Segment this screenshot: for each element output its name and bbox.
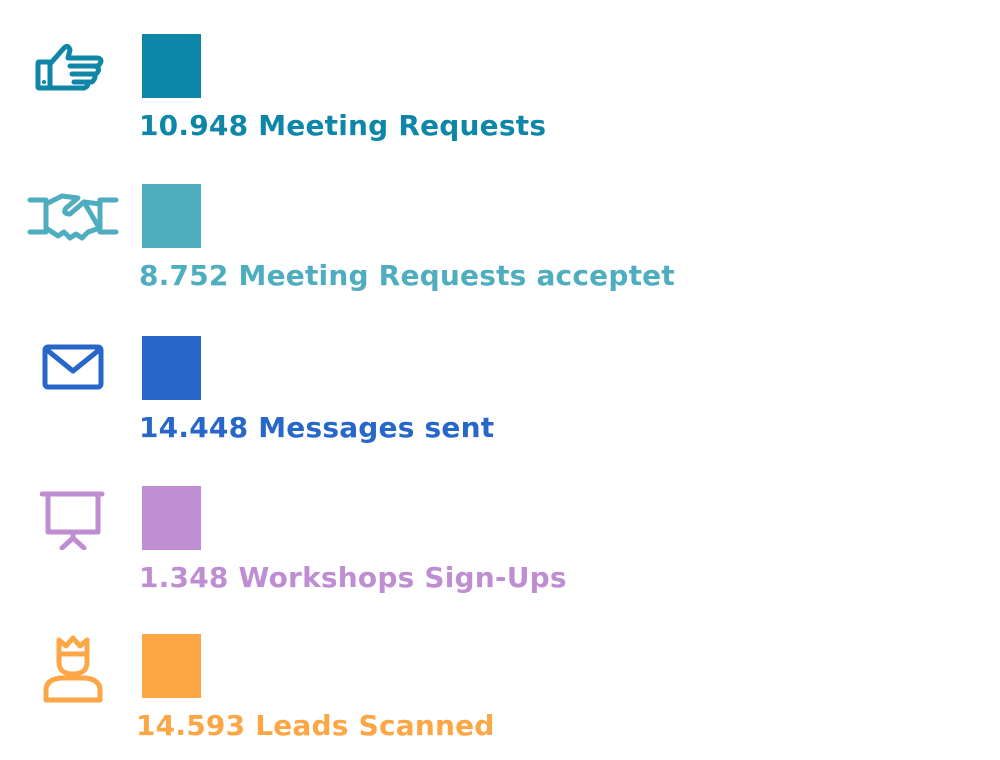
- stat-leads-scanned: 14.593 Leads Scanned: [0, 600, 1000, 750]
- stat-value: 14.593: [136, 709, 246, 742]
- color-swatch: [142, 336, 201, 400]
- handshake-icon: [27, 193, 119, 241]
- stat-workshop-signups: 1.348 Workshops Sign-Ups: [0, 452, 1000, 602]
- presentation-board-icon: [40, 491, 105, 550]
- stat-caption: Meeting Requests: [258, 109, 547, 142]
- pointing-hand-icon: [35, 43, 104, 91]
- stat-label: 14.448 Messages sent: [139, 408, 494, 448]
- stat-caption: Leads Scanned: [255, 709, 495, 742]
- stat-label: 14.593 Leads Scanned: [136, 706, 495, 746]
- stat-label: 1.348 Workshops Sign-Ups: [139, 558, 567, 598]
- stat-value: 10.948: [139, 109, 249, 142]
- envelope-icon: [42, 344, 104, 390]
- stat-value: 14.448: [139, 411, 249, 444]
- stat-caption: Messages sent: [258, 411, 495, 444]
- stat-label: 10.948 Meeting Requests: [139, 106, 546, 146]
- stat-value: 1.348: [139, 561, 229, 594]
- stat-meeting-requests-accepted: 8.752 Meeting Requests acceptet: [0, 150, 1000, 300]
- stat-label: 8.752 Meeting Requests acceptet: [139, 256, 675, 296]
- color-swatch: [142, 34, 201, 98]
- stat-value: 8.752: [139, 259, 229, 292]
- stat-meeting-requests: 10.948 Meeting Requests: [0, 0, 1000, 150]
- color-swatch: [142, 486, 201, 550]
- color-swatch: [142, 184, 201, 248]
- stat-messages-sent: 14.448 Messages sent: [0, 302, 1000, 452]
- person-crown-icon: [43, 635, 103, 703]
- stat-caption: Meeting Requests acceptet: [238, 259, 675, 292]
- stat-caption: Workshops Sign-Ups: [238, 561, 567, 594]
- color-swatch: [142, 634, 201, 698]
